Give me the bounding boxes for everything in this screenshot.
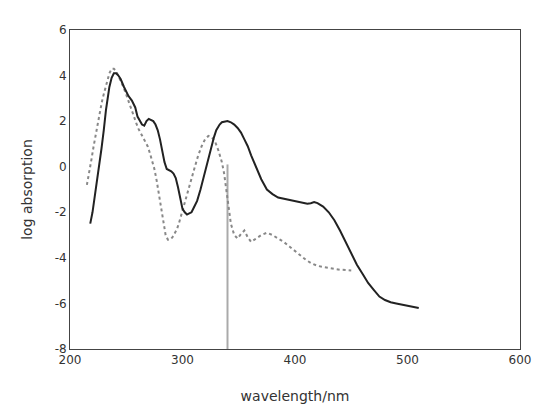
svg-text:200: 200: [59, 353, 82, 367]
svg-text:500: 500: [396, 353, 419, 367]
svg-text:400: 400: [284, 353, 307, 367]
svg-text:0: 0: [59, 160, 67, 174]
svg-text:600: 600: [509, 353, 532, 367]
svg-text:-4: -4: [55, 251, 67, 265]
svg-text:6: 6: [59, 23, 67, 37]
svg-text:-6: -6: [55, 297, 67, 311]
svg-text:-8: -8: [55, 342, 67, 356]
svg-text:log absorption: log absorption: [19, 139, 35, 240]
svg-text:4: 4: [59, 69, 67, 83]
svg-text:wavelength/nm: wavelength/nm: [241, 388, 350, 404]
svg-text:300: 300: [171, 353, 194, 367]
svg-text:2: 2: [59, 114, 67, 128]
svg-text:-2: -2: [55, 205, 67, 219]
